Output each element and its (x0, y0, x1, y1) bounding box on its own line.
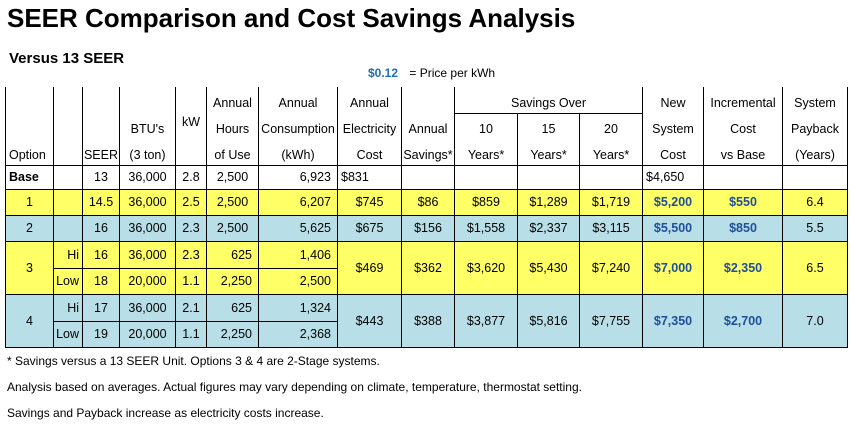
col-cons-1: Annual (258, 87, 338, 113)
col-sav-1: Annual (401, 113, 455, 139)
col-stage (53, 87, 83, 166)
col-new-2: System (642, 113, 704, 139)
footnote-1: * Savings versus a 13 SEER Unit. Options… (7, 354, 380, 368)
price-per-kwh: $0.12 = Price per kWh (368, 66, 495, 80)
col-hours-2: Hours (206, 113, 259, 139)
table-row-option-2: 2 16 36,000 2.3 2,500 5,625 $675 $156 $1… (5, 214, 848, 242)
col-20-a: 20 (579, 113, 643, 139)
seer-comparison-table: Option SEER kW Annual Annual Annual Savi… (5, 87, 848, 348)
col-cons-2: Consumption (258, 113, 338, 139)
col-elec-3: Cost (337, 139, 402, 166)
col-sav-2: Savings* (401, 139, 455, 166)
col-hours-1: Annual (206, 87, 259, 113)
table-row-option-3-low: Low 18 20,000 1.1 2,250 2,500 (6, 267, 848, 295)
col-elec-2: Electricity (337, 113, 402, 139)
col-15-b: Years* (517, 139, 580, 166)
option-cell: Base (5, 164, 54, 190)
col-savings-over: Savings Over (454, 87, 643, 114)
table-row-base: Base 13 36,000 2.8 2,500 6,923 $831 $4,6… (5, 164, 848, 190)
price-value: $0.12 (368, 66, 399, 80)
col-10-b: Years* (454, 139, 518, 166)
table-row-option-3-hi: 3 Hi 16 36,000 2.3 625 1,406 $469 $362 $… (5, 240, 848, 295)
col-btu-1: BTU's (119, 113, 176, 139)
subtitle: Versus 13 SEER (9, 50, 125, 67)
col-inc-1: Incremental (703, 87, 783, 113)
col-inc-3: vs Base (703, 139, 783, 166)
col-btu-2: (3 ton) (119, 139, 176, 166)
col-15-a: 15 (517, 113, 580, 139)
col-cons-3: (kWh) (258, 139, 338, 166)
col-10-a: 10 (454, 113, 518, 139)
page-title: SEER Comparison and Cost Savings Analysi… (7, 3, 576, 33)
table-row-option-4-hi: 4 Hi 17 36,000 2.1 625 1,324 $443 $388 $… (5, 293, 848, 348)
col-hours-3: of Use (206, 139, 259, 166)
col-new-3: Cost (642, 139, 704, 166)
price-label: = Price per kWh (409, 66, 496, 80)
col-inc-2: Cost (703, 113, 783, 139)
col-elec-1: Annual (337, 87, 402, 113)
col-kw: kW (175, 87, 207, 139)
footnote-2: Analysis based on averages. Actual figur… (7, 380, 582, 394)
table-row-option-4-low: Low 19 20,000 1.1 2,250 2,368 (6, 320, 848, 348)
col-pay-3: (Years) (782, 139, 848, 166)
col-pay-2: Payback (782, 113, 848, 139)
col-20-b: Years* (579, 139, 643, 166)
col-option: Option (5, 87, 54, 166)
footnote-3: Savings and Payback increase as electric… (7, 406, 324, 420)
col-pay-1: System (782, 87, 848, 113)
col-seer: SEER (82, 87, 120, 166)
col-new-1: New (642, 87, 704, 113)
table-row-option-1: 1 14.5 36,000 2.5 2,500 6,207 $745 $86 $… (5, 188, 848, 216)
